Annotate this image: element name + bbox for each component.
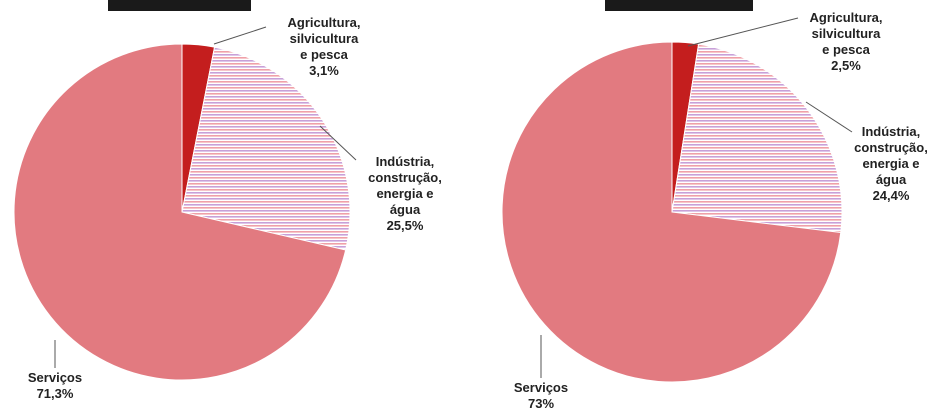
chart-1-label-3: Serviços 71,3% xyxy=(28,370,82,401)
chart-2-value-label-1: 2,5% xyxy=(831,58,861,73)
chart-2-category-label-2-line-2: construção, xyxy=(854,140,928,155)
chart-1-value-label-1: 3,1% xyxy=(309,63,339,78)
chart-2-category-label-2-line-4: água xyxy=(876,172,907,187)
chart-1-category-label-3-line-1: Serviços xyxy=(28,370,82,385)
chart-2-value-label-2: 24,4% xyxy=(873,188,910,203)
chart-2-label-1: Agricultura, silvicultura e pesca 2,5% xyxy=(810,10,883,73)
chart-2-category-label-1-line-1: Agricultura, xyxy=(810,10,883,25)
chart-1-slice-2 xyxy=(181,46,351,251)
chart-2-category-label-2-line-3: energia e xyxy=(862,156,919,171)
chart-1-leader-line-2 xyxy=(319,125,357,161)
chart-1-category-label-1-line-2: silvicultura xyxy=(290,31,359,46)
chart-2-label-2: Indústria, construção, energia e água 24,4% xyxy=(854,124,928,203)
chart-2-slice-2 xyxy=(671,43,843,234)
chart-1-category-label-2-line-2: construção, xyxy=(368,170,442,185)
chart-2-leader-line-1 xyxy=(687,17,799,47)
chart-2-category-label-3-line-1: Serviços xyxy=(514,380,568,395)
chart-1-label-1: Agricultura, silvicultura e pesca 3,1% xyxy=(288,15,361,78)
chart-2-category-label-1-line-3: e pesca xyxy=(822,42,870,57)
chart-1-category-label-1-line-1: Agricultura, xyxy=(288,15,361,30)
chart-1-leader-line-1 xyxy=(213,26,267,45)
chart-2-category-label-2-line-1: Indústria, xyxy=(862,124,921,139)
chart-1-slice-3 xyxy=(13,43,347,381)
chart-1-label-2: Indústria, construção, energia e água 25,5% xyxy=(368,154,442,233)
chart-2-value-label-3: 73% xyxy=(528,396,554,411)
chart-1-header-box xyxy=(108,0,251,11)
chart-1-value-label-2: 25,5% xyxy=(387,218,424,233)
chart-2-leader-line-2 xyxy=(805,101,853,133)
chart-2-header-box xyxy=(605,0,753,11)
chart-2-category-label-1-line-2: silvicultura xyxy=(812,26,881,41)
chart-1-category-label-2-line-3: energia e xyxy=(376,186,433,201)
chart-2-slice-3 xyxy=(501,41,842,383)
chart-1-value-label-3: 71,3% xyxy=(37,386,74,401)
chart-1-category-label-2-line-4: água xyxy=(390,202,421,217)
chart-2-label-3: Serviços 73% xyxy=(514,380,568,411)
chart-1-category-label-2-line-1: Indústria, xyxy=(376,154,435,169)
chart-1-category-label-1-line-3: e pesca xyxy=(300,47,348,62)
